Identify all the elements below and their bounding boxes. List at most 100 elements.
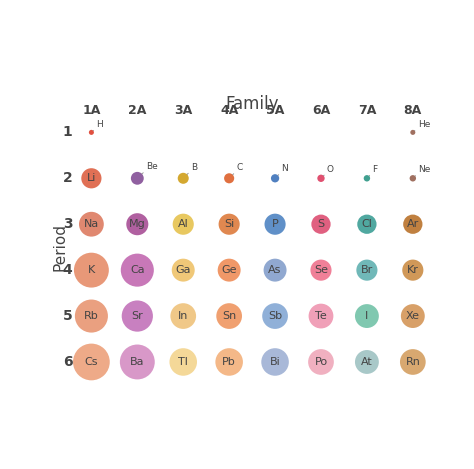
Text: Ga: Ga: [175, 265, 191, 275]
Circle shape: [311, 215, 331, 234]
Circle shape: [82, 168, 101, 189]
Text: S: S: [318, 219, 325, 229]
Text: 1A: 1A: [82, 104, 100, 117]
Circle shape: [120, 345, 155, 379]
Circle shape: [73, 344, 110, 380]
Circle shape: [317, 174, 325, 182]
Circle shape: [173, 214, 194, 235]
Circle shape: [264, 214, 286, 235]
Text: I: I: [365, 311, 368, 321]
Text: Br: Br: [361, 265, 373, 275]
Text: Sr: Sr: [131, 311, 143, 321]
Circle shape: [216, 303, 242, 329]
Text: Rb: Rb: [84, 311, 99, 321]
Text: At: At: [361, 357, 373, 367]
Text: C: C: [233, 163, 243, 175]
Text: Cs: Cs: [85, 357, 98, 367]
Text: Na: Na: [84, 219, 99, 229]
Circle shape: [89, 130, 94, 135]
Text: F: F: [369, 165, 377, 176]
Circle shape: [400, 349, 426, 375]
Circle shape: [402, 259, 423, 281]
Text: 5A: 5A: [266, 104, 284, 117]
Circle shape: [218, 259, 241, 281]
Text: 6: 6: [63, 355, 73, 369]
Text: Tl: Tl: [178, 357, 188, 367]
Text: K: K: [88, 265, 95, 275]
Text: P: P: [272, 219, 278, 229]
Text: As: As: [268, 265, 282, 275]
Circle shape: [262, 303, 288, 329]
Text: Xe: Xe: [406, 311, 420, 321]
Text: Period: Period: [53, 223, 68, 271]
Circle shape: [170, 348, 197, 376]
Text: 1: 1: [63, 125, 73, 139]
Text: Si: Si: [224, 219, 234, 229]
Text: Li: Li: [87, 174, 96, 183]
Circle shape: [261, 348, 289, 376]
Text: Ge: Ge: [221, 265, 237, 275]
Circle shape: [224, 173, 234, 183]
Text: Te: Te: [315, 311, 327, 321]
Text: Cl: Cl: [362, 219, 373, 229]
Circle shape: [356, 259, 377, 281]
Circle shape: [74, 253, 109, 287]
Circle shape: [126, 213, 148, 235]
Circle shape: [131, 172, 144, 185]
Text: Pb: Pb: [222, 357, 236, 367]
Circle shape: [170, 303, 196, 329]
Text: Ca: Ca: [130, 265, 145, 275]
Text: H: H: [93, 120, 103, 130]
Circle shape: [215, 348, 243, 376]
Text: Se: Se: [314, 265, 328, 275]
Text: Al: Al: [178, 219, 189, 229]
Circle shape: [357, 215, 376, 234]
Circle shape: [310, 259, 331, 281]
Text: He: He: [415, 120, 430, 130]
Text: Rn: Rn: [405, 357, 420, 367]
Circle shape: [401, 304, 425, 328]
Text: 2A: 2A: [128, 104, 146, 117]
Text: 6A: 6A: [312, 104, 330, 117]
Circle shape: [308, 349, 334, 375]
Text: In: In: [178, 311, 189, 321]
Text: O: O: [324, 165, 334, 176]
Text: Po: Po: [314, 357, 328, 367]
Text: Sb: Sb: [268, 311, 282, 321]
Text: 4: 4: [63, 263, 73, 277]
Circle shape: [264, 259, 287, 281]
Circle shape: [403, 215, 422, 234]
Circle shape: [79, 212, 104, 237]
Text: B: B: [187, 163, 197, 174]
Text: Sn: Sn: [222, 311, 236, 321]
Circle shape: [178, 173, 189, 184]
Text: 5: 5: [63, 309, 73, 323]
Text: 3A: 3A: [174, 104, 192, 117]
Circle shape: [309, 303, 333, 328]
Circle shape: [122, 301, 153, 332]
Circle shape: [355, 350, 379, 374]
Circle shape: [410, 175, 416, 182]
Text: 8A: 8A: [404, 104, 422, 117]
Text: N: N: [278, 164, 288, 175]
Text: 3: 3: [63, 217, 73, 231]
Circle shape: [271, 174, 279, 182]
Text: 2: 2: [63, 171, 73, 185]
Text: 7A: 7A: [358, 104, 376, 117]
Text: Ar: Ar: [407, 219, 419, 229]
Text: Ba: Ba: [130, 357, 145, 367]
Circle shape: [355, 304, 379, 328]
Text: Family: Family: [225, 95, 279, 113]
Circle shape: [172, 259, 195, 281]
Text: Kr: Kr: [407, 265, 419, 275]
Text: Ne: Ne: [415, 165, 431, 176]
Circle shape: [219, 214, 240, 235]
Text: Mg: Mg: [129, 219, 146, 229]
Text: Bi: Bi: [270, 357, 281, 367]
Circle shape: [364, 175, 370, 182]
Circle shape: [75, 300, 108, 333]
Circle shape: [410, 130, 415, 135]
Circle shape: [121, 254, 154, 287]
Text: Be: Be: [142, 162, 158, 174]
Text: 4A: 4A: [220, 104, 238, 117]
